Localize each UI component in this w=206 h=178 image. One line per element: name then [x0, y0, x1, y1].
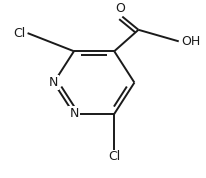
Text: Cl: Cl: [108, 150, 120, 163]
Text: Cl: Cl: [13, 27, 26, 40]
Text: N: N: [49, 76, 59, 89]
Text: OH: OH: [181, 35, 200, 48]
Text: N: N: [69, 108, 79, 121]
Text: O: O: [115, 2, 125, 15]
